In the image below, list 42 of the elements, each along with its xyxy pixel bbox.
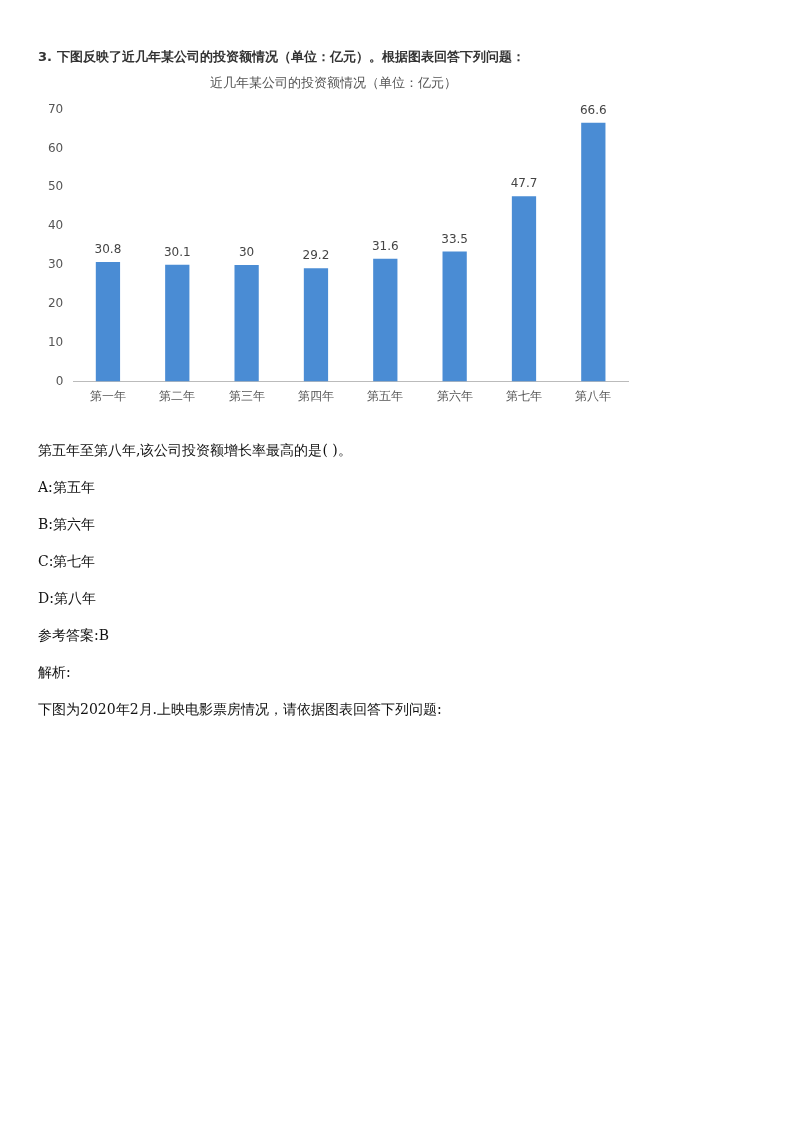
x-tick-label: 第一年: [89, 388, 126, 403]
x-tick-label: 第六年: [436, 388, 473, 403]
x-tick-label: 第七年: [505, 388, 542, 403]
bar: [373, 258, 398, 382]
bar: [234, 265, 259, 382]
text: 第五年至第八年,该公司投资额增长率最高的是( )。: [38, 442, 353, 460]
data-label: 30: [238, 245, 255, 260]
data-label: 47.7: [510, 176, 538, 191]
x-tick-label: 第四年: [297, 388, 334, 403]
text: A:第五年: [38, 479, 96, 497]
data-label: 31.6: [371, 238, 399, 253]
chart-title: 近几年某公司的投资额情况（单位：亿元）: [209, 75, 457, 91]
y-tick-label: 10: [47, 334, 64, 349]
y-tick-label: 50: [47, 179, 64, 194]
data-label: 29.2: [302, 248, 330, 263]
bar: [95, 261, 121, 382]
x-tick-label: 第三年: [228, 388, 265, 403]
x-tick-label: 第八年: [575, 388, 612, 403]
data-label: 33.5: [441, 231, 469, 246]
y-tick-label: 70: [47, 101, 64, 116]
x-tick-label: 第二年: [159, 388, 196, 403]
chart-subtitle: 3. 下图反映了近几年某公司的投资额情况（单位：亿元）。根据图表回答下列问题：: [38, 48, 526, 66]
x-tick-label: 第五年: [367, 388, 404, 403]
bar: [442, 251, 467, 382]
text: D:第八年: [38, 590, 97, 608]
text: 解析:: [38, 664, 72, 682]
text: B:第六年: [38, 516, 96, 534]
bar: [581, 122, 606, 382]
y-tick-label: 60: [47, 140, 64, 155]
text: 下图为2020年2月.上映电影票房情况，请依据图表回答下列问题:: [38, 701, 443, 719]
bar: [165, 264, 190, 382]
y-tick-label: 30: [47, 257, 64, 272]
data-label: 30.1: [163, 244, 191, 259]
text: C:第七年: [38, 553, 97, 571]
y-tick-label: 0: [55, 373, 64, 388]
text: 参考答案:B: [38, 627, 110, 645]
y-tick-label: 20: [47, 296, 64, 311]
data-label: 66.6: [579, 102, 607, 117]
bar: [303, 268, 329, 382]
y-tick-label: 40: [47, 218, 64, 233]
bar: [511, 196, 537, 382]
data-label: 30.8: [94, 242, 122, 257]
